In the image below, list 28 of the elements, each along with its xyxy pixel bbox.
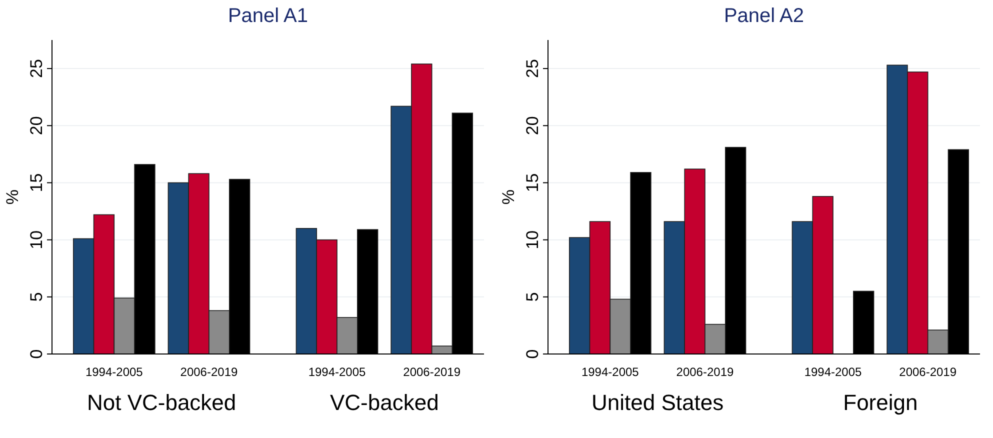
x-tick-label: 2006-2019 <box>899 365 957 379</box>
x-tick-label: 1994-2005 <box>804 365 862 379</box>
x-tick-label: 1994-2005 <box>581 365 640 379</box>
text: VC-backed <box>330 390 439 415</box>
y-tick-label: 0 <box>523 349 542 359</box>
y-tick-label: 15 <box>523 173 542 192</box>
chart-title: Panel A1 <box>228 5 308 27</box>
x-tick-label: 1994-2005 <box>85 365 144 379</box>
text: Foreign <box>843 390 918 415</box>
y-tick-label: 5 <box>27 292 46 302</box>
y-tick-label: 25 <box>27 59 46 78</box>
text: Not VC-backed <box>86 390 236 415</box>
y-tick-label: 5 <box>523 292 542 302</box>
y-tick-label: 0 <box>27 349 46 359</box>
y-tick-label: 25 <box>523 59 542 78</box>
y-tick-label: 20 <box>27 116 46 136</box>
chart-title: Panel A2 <box>724 5 804 27</box>
x-tick-label: 2006-2019 <box>180 365 238 379</box>
x-tick-label: 1994-2005 <box>308 365 366 379</box>
x-tick-label: 2006-2019 <box>676 365 734 379</box>
text: United States <box>592 390 724 415</box>
x-tick-label: 2006-2019 <box>403 365 461 379</box>
y-axis-title: % <box>499 189 518 205</box>
y-axis-title: % <box>3 189 22 205</box>
y-tick-label: 10 <box>523 230 542 250</box>
y-tick-label: 20 <box>523 116 542 136</box>
y-tick-label: 15 <box>27 173 46 192</box>
y-tick-label: 10 <box>27 230 46 250</box>
